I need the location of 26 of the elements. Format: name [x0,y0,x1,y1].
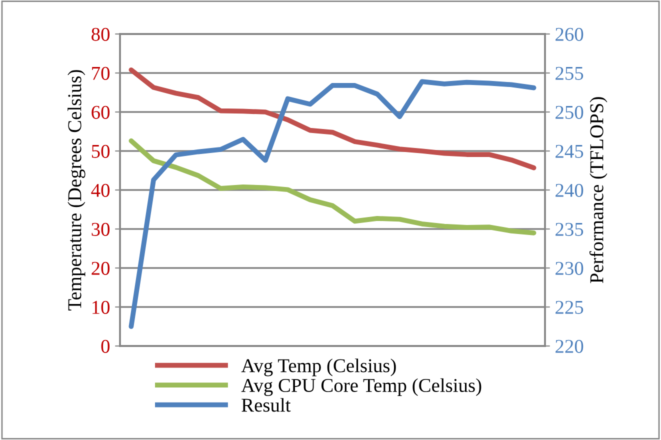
line-series [128,67,536,170]
line-series [128,79,536,329]
y-tick-label: 60 [92,106,110,119]
y2-tick-label: 235 [556,222,584,236]
legend-label: Avg CPU Core Temp (Celsius) [241,378,482,396]
y2-tick-label: 250 [556,106,584,119]
y-tick-label: 80 [92,28,110,41]
y-axis-title: Temperature (Degrees Celsius) [68,70,86,310]
y-tick-label: 40 [91,184,110,197]
y-tick-label: 0 [101,340,110,353]
legend-label: Result [242,398,291,412]
y-tick-label: 10 [92,300,110,314]
y-tick-label: 70 [92,66,110,80]
y2-tick-label: 240 [556,184,584,197]
y2-tick-label: 260 [556,28,584,41]
y2-tick-label: 220 [556,340,584,353]
y-tick-label: 30 [92,222,110,236]
line-series [128,138,536,236]
y-tick-label: 20 [92,262,110,275]
legend-label: Avg Temp (Celsius) [241,358,396,376]
y2-tick-label: 255 [556,66,584,80]
y2-tick-label: 225 [556,300,584,314]
y-tick-label: 50 [92,144,110,158]
y2-tick-label: 230 [556,262,584,275]
y2-axis-title: Performance (TFLOPS) [589,97,608,284]
y2-tick-label: 245 [556,144,584,158]
